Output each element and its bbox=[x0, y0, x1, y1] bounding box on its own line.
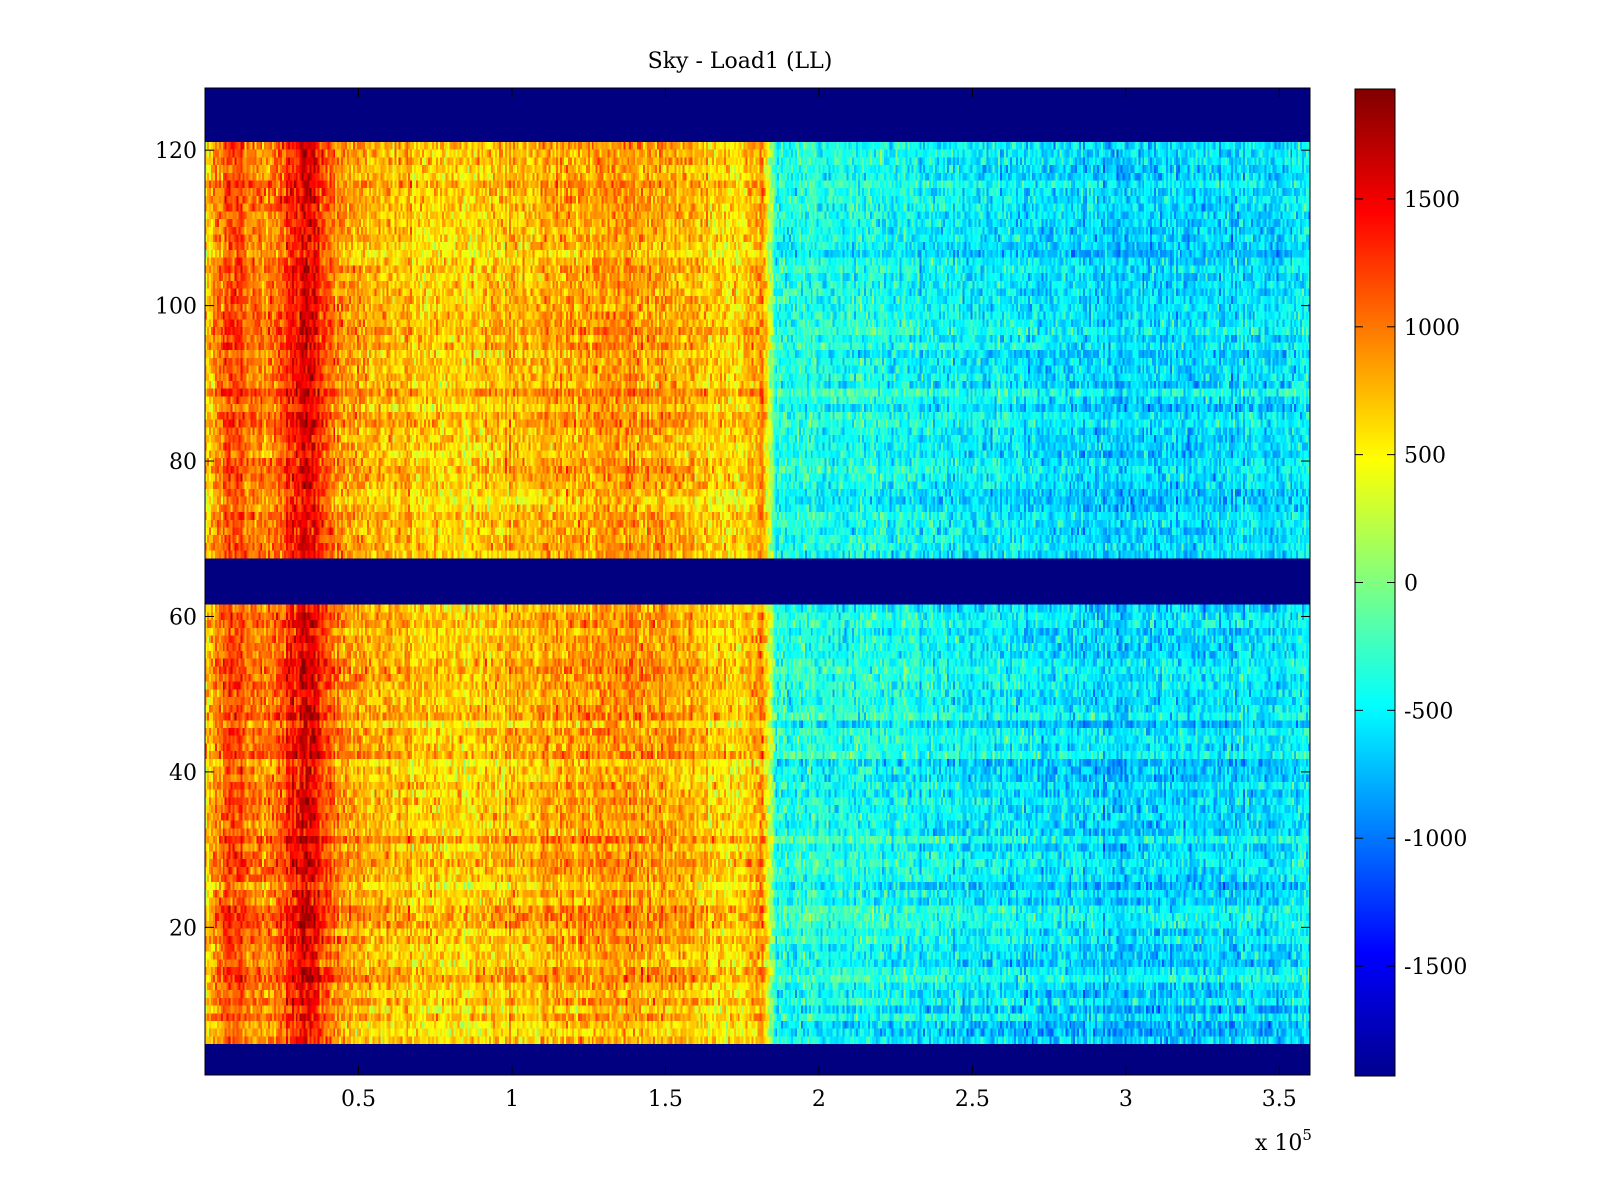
chart-title: Sky - Load1 (LL) bbox=[648, 49, 833, 74]
colorbar-tick-label: 1500 bbox=[1404, 188, 1460, 213]
x-axis: 0.5 1 1.5 2 2.5 3 3.5 bbox=[341, 88, 1297, 1112]
colorbar-tick-label: 1000 bbox=[1404, 316, 1460, 341]
x-axis-multiplier-exponent: 5 bbox=[1302, 1126, 1312, 1144]
colorbar-tick-label: -1500 bbox=[1404, 955, 1467, 980]
colorbar: -1500 -1000 -500 0 500 1000 1500 bbox=[1354, 88, 1467, 1077]
x-tick-label: 0.5 bbox=[341, 1087, 376, 1112]
y-tick-label: 20 bbox=[169, 916, 197, 941]
y-axis: 20 40 60 80 100 120 bbox=[155, 139, 1310, 941]
x-tick-label: 2.5 bbox=[955, 1087, 990, 1112]
y-tick-label: 40 bbox=[169, 761, 197, 786]
heatmap-image bbox=[205, 88, 1310, 1075]
colorbar-tick-label: 500 bbox=[1404, 444, 1446, 469]
heatmap-plot bbox=[204, 87, 1311, 1076]
x-tick-label: 3.5 bbox=[1262, 1087, 1297, 1112]
x-axis-multiplier: x 105 bbox=[1255, 1126, 1312, 1156]
y-tick-label: 80 bbox=[169, 450, 197, 475]
y-tick-label: 60 bbox=[169, 605, 197, 630]
x-tick-label: 3 bbox=[1119, 1087, 1133, 1112]
colorbar-ticks: -1500 -1000 -500 0 500 1000 1500 bbox=[1355, 188, 1467, 980]
x-tick-label: 1.5 bbox=[648, 1087, 683, 1112]
colorbar-tick-label: -500 bbox=[1404, 699, 1453, 724]
x-tick-label: 1 bbox=[505, 1087, 519, 1112]
plot-frame bbox=[204, 87, 1311, 1076]
y-tick-label: 100 bbox=[155, 295, 197, 320]
y-tick-label: 120 bbox=[155, 139, 197, 164]
colorbar-tick-label: 0 bbox=[1404, 572, 1418, 597]
colorbar-tick-label: -1000 bbox=[1404, 827, 1467, 852]
x-tick-label: 2 bbox=[812, 1087, 826, 1112]
